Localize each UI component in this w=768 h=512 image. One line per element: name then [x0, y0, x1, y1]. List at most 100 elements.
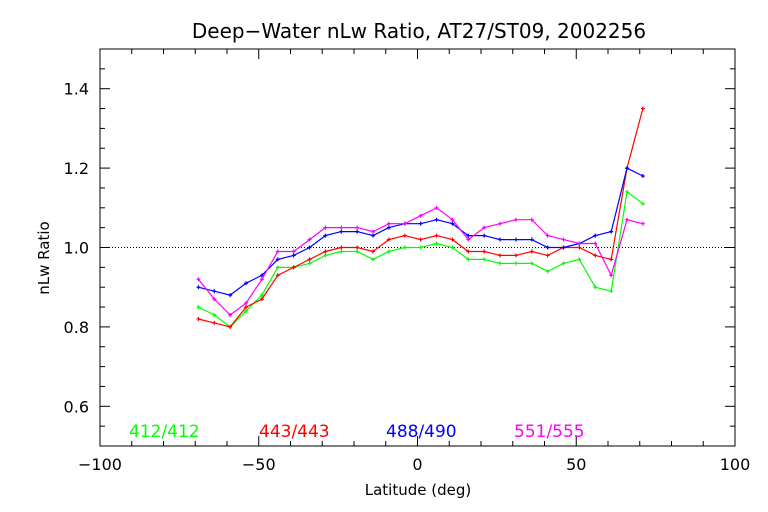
data-point [402, 233, 407, 238]
data-point [450, 245, 455, 250]
x-axis-label: Latitude (deg) [365, 481, 471, 499]
data-point [323, 225, 328, 230]
data-point [434, 233, 439, 238]
data-point [196, 285, 201, 290]
data-point [275, 265, 280, 270]
data-point [228, 293, 233, 298]
data-point [228, 324, 233, 329]
series-line-412-412 [198, 190, 644, 328]
data-point [323, 249, 328, 254]
data-point [355, 249, 360, 254]
x-tick-label: −100 [78, 455, 122, 474]
data-point [259, 293, 264, 298]
data-point [196, 305, 201, 310]
data-point [545, 233, 550, 238]
data-point [307, 257, 312, 262]
data-point [545, 253, 550, 258]
data-point [339, 225, 344, 230]
data-point [212, 297, 217, 302]
data-point [275, 249, 280, 254]
data-point [529, 237, 534, 242]
x-tick-label: 50 [566, 455, 586, 474]
data-point [513, 253, 518, 258]
y-tick-label: 1.0 [64, 239, 89, 258]
data-point [593, 241, 598, 246]
data-point [498, 237, 503, 242]
data-point [529, 217, 534, 222]
data-point [355, 229, 360, 234]
data-point [291, 265, 296, 270]
data-point [275, 257, 280, 262]
data-point [259, 277, 264, 282]
legend-entry: 488/490 [386, 422, 457, 442]
series-443-443 [196, 106, 645, 329]
data-point [307, 245, 312, 250]
data-point [577, 257, 582, 262]
series-551-555 [196, 205, 645, 317]
data-point [212, 320, 217, 325]
data-point [482, 257, 487, 262]
data-point [212, 289, 217, 294]
data-point [434, 217, 439, 222]
legend: 412/412 443/443 488/490 551/555 [129, 422, 585, 442]
data-point [561, 237, 566, 242]
data-point [244, 309, 249, 314]
major-ticks [99, 49, 736, 446]
data-point [625, 217, 630, 222]
data-point [450, 237, 455, 242]
data-point [244, 281, 249, 286]
data-point [609, 289, 614, 294]
data-point [355, 245, 360, 250]
series-412-412 [196, 189, 645, 329]
y-axis-label: nLw Ratio [35, 221, 53, 294]
data-point [386, 237, 391, 242]
data-point [498, 221, 503, 226]
data-point [545, 269, 550, 274]
data-point [482, 225, 487, 230]
y-tick-label: 0.6 [64, 397, 89, 416]
data-point [212, 312, 217, 317]
data-point [450, 217, 455, 222]
data-point [513, 217, 518, 222]
data-point [339, 229, 344, 234]
x-tick-labels: −100 −50 0 50 100 [78, 455, 750, 474]
data-point [640, 174, 645, 179]
data-point [498, 261, 503, 266]
data-point [386, 221, 391, 226]
data-point [244, 301, 249, 306]
data-point [386, 225, 391, 230]
chart-title: Deep−Water nLw Ratio, AT27/ST09, 2002256 [192, 19, 646, 43]
data-point [418, 221, 423, 226]
data-point [275, 273, 280, 278]
data-point [640, 201, 645, 206]
data-point [434, 205, 439, 210]
data-point [593, 285, 598, 290]
data-point [466, 233, 471, 238]
data-point [482, 249, 487, 254]
series-layer [196, 106, 645, 329]
data-point [593, 253, 598, 258]
x-tick-label: −50 [242, 455, 276, 474]
data-point [561, 245, 566, 250]
data-point [371, 229, 376, 234]
data-point [466, 249, 471, 254]
data-point [498, 253, 503, 258]
data-point [545, 245, 550, 250]
data-point [529, 261, 534, 266]
data-point [307, 261, 312, 266]
data-point [593, 233, 598, 238]
legend-entry: 551/555 [514, 422, 585, 442]
data-point [418, 213, 423, 218]
data-point [386, 249, 391, 254]
legend-entry: 412/412 [129, 422, 200, 442]
data-point [323, 233, 328, 238]
data-point [640, 106, 645, 111]
data-point [609, 229, 614, 234]
data-point [355, 225, 360, 230]
data-point [513, 261, 518, 266]
x-tick-label: 100 [720, 455, 751, 474]
data-point [577, 241, 582, 246]
data-point [466, 257, 471, 262]
data-point [402, 245, 407, 250]
